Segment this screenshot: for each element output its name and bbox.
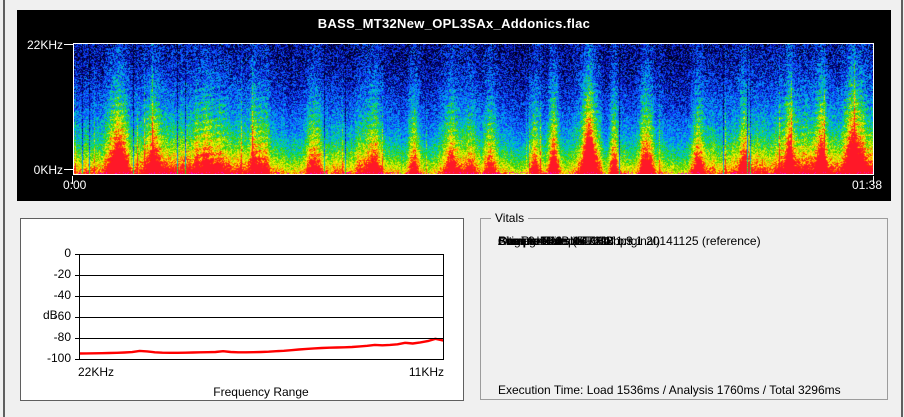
freq-axis-bottom-tick [64,169,73,170]
chart-gridline [75,359,444,360]
vitals-item: Sample Rate: 44KHz [498,234,611,248]
vitals-item: Size: 8.44MB (51% of original) [498,234,661,248]
execution-time-text: Execution Time: Load 1536ms / Analysis 1… [498,383,841,397]
frequency-response-panel: dB 22KHz 11KHz Frequency Range 0 -20 -40 -6… [20,218,464,401]
freq-axis-top-label: 22KHz [26,38,63,52]
vitals-groupbox: Vitals Sample Rate: 44KHz Channels: 2 Bits… [480,211,888,400]
spectrogram-plot [73,43,874,175]
chart-gridline [75,317,444,318]
spectrogram-canvas [74,44,873,174]
time-start-label: 0:00 [63,178,87,192]
vitals-item: Average Bitrate: 722kbps [498,234,633,248]
x-axis-start-label: 22KHz [78,365,115,379]
chart-gridline [75,296,444,297]
y-tick-label: 0 [64,246,71,260]
frequency-response-line [79,337,443,355]
freq-axis-bottom-label: 0KHz [33,163,63,177]
y-axis-title: dB [43,308,58,322]
time-axis-start-tick [72,176,73,184]
chart-gridline [75,338,444,339]
vitals-groupbox-title: Vitals [491,211,529,225]
y-tick-label: -20 [53,267,71,281]
vitals-item: Original Size: 16.5MB [498,234,615,248]
vitals-item: Bits Per Sample: 16 [498,234,605,248]
time-axis-end-tick [873,176,874,184]
window-right-edge [901,0,903,417]
vitals-item: Channels: 2 [498,234,563,248]
x-axis-title: Frequency Range [213,385,309,399]
chart-axis-line [443,254,444,360]
time-end-label: 01:38 [851,178,882,192]
y-tick-label: -40 [53,288,71,302]
x-axis-end-label: 11KHz [408,365,444,379]
file-title: BASS_MT32New_OPL3SAx_Addonics.flac [317,16,591,31]
y-tick-label: -100 [46,351,71,365]
chart-gridline [75,275,444,276]
chart-axis-line [79,254,80,360]
frequency-response-line-chart [79,337,443,355]
window-left-edge [3,0,5,417]
y-tick-label: -80 [53,330,71,344]
spectrogram-panel: BASS_MT32New_OPL3SAx_Addonics.flac 22KHz… [17,10,891,201]
chart-gridline [75,254,444,255]
y-tick-label: -60 [53,309,71,323]
freq-axis-top-tick [64,44,73,45]
vitals-item: Compressor: libFLAC 1.3.1 20141125 (refe… [498,234,761,248]
